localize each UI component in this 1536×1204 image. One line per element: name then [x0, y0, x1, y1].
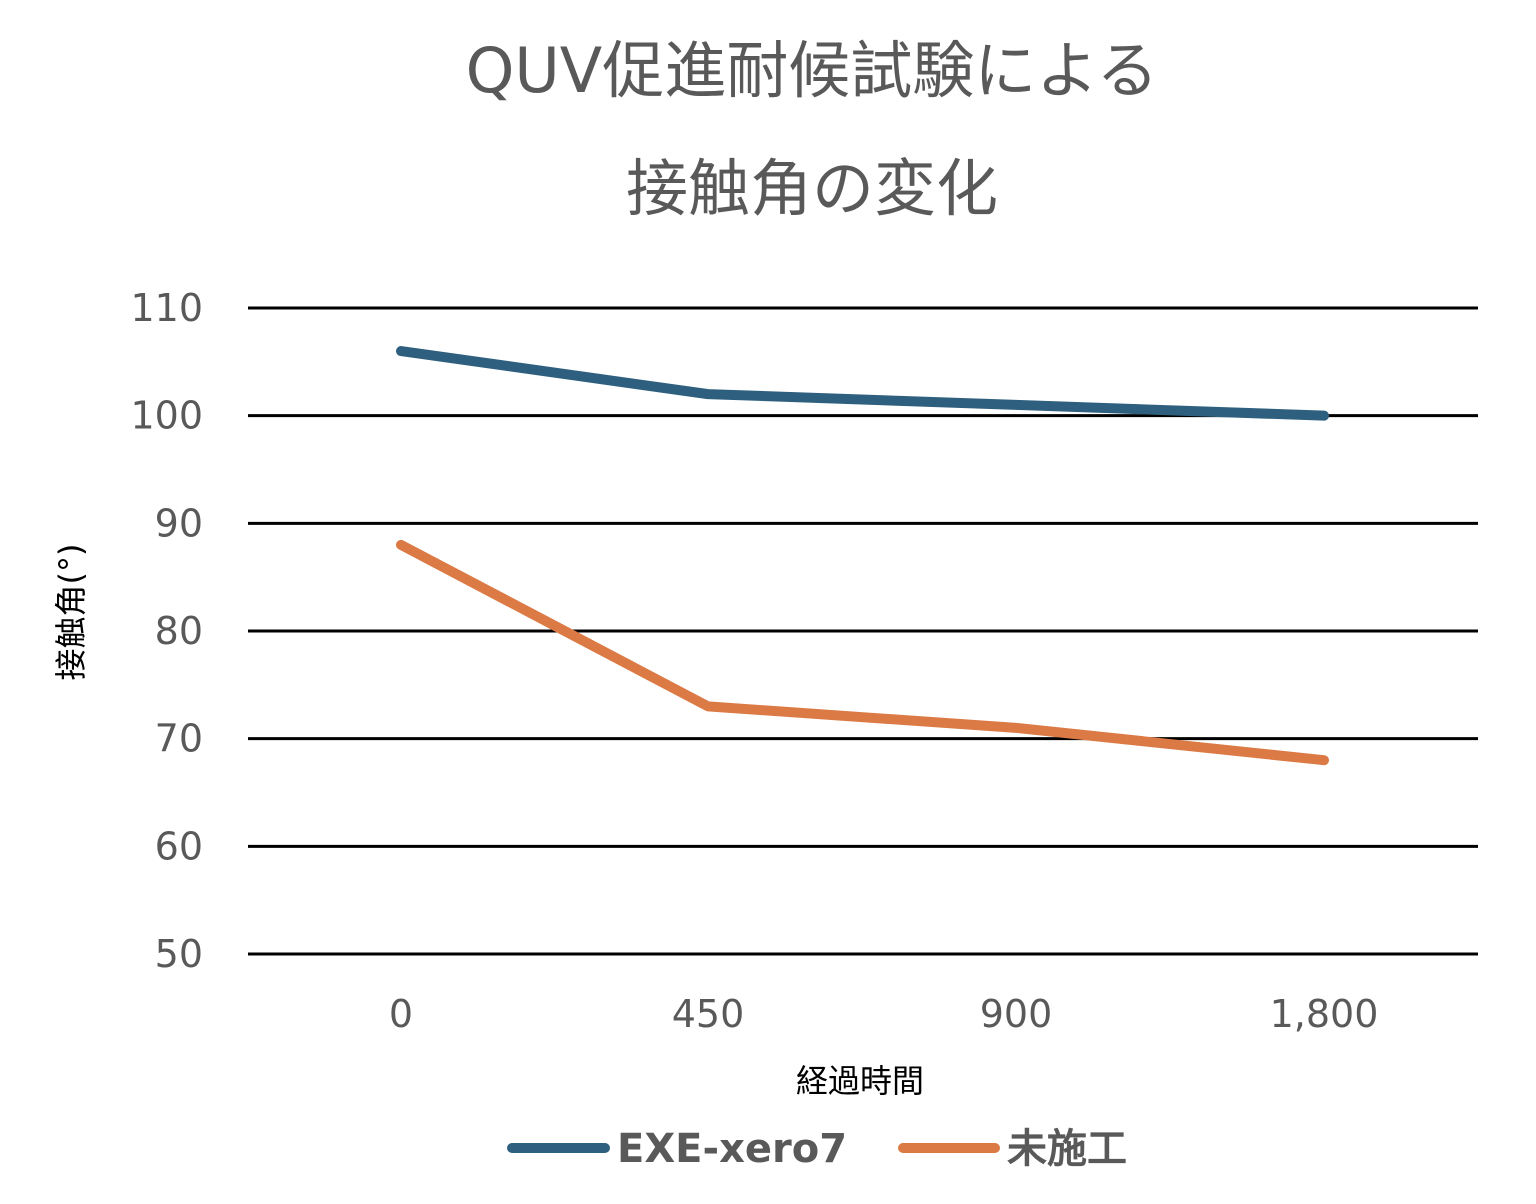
x-tick-label-1: 450 — [672, 992, 745, 1036]
y-axis-tick-labels: 50 60 70 80 90 100 110 — [130, 286, 203, 976]
y-tick-label-80: 80 — [155, 609, 203, 653]
x-axis-title: 経過時間 — [796, 1062, 924, 1100]
y-tick-label-110: 110 — [130, 286, 203, 330]
y-axis-title: 接触角(°) — [52, 544, 90, 681]
series-line-0 — [396, 346, 1329, 421]
series-line-1 — [396, 539, 1329, 766]
x-axis-tick-labels: 0 450 900 1,800 — [389, 992, 1378, 1036]
x-tick-label-3: 1,800 — [1270, 992, 1379, 1036]
chart-title-line-1: QUV促進耐候試験による — [466, 34, 1159, 107]
legend: EXE-xero7 未施工 — [507, 1126, 1127, 1172]
y-tick-label-70: 70 — [155, 717, 203, 761]
x-tick-label-0: 0 — [389, 992, 413, 1036]
chart-title-line-2: 接触角の変化 — [626, 152, 998, 225]
y-tick-label-60: 60 — [155, 824, 203, 868]
series-lines — [396, 346, 1329, 766]
legend-label-0: EXE-xero7 — [617, 1126, 847, 1172]
legend-label-1: 未施工 — [1007, 1126, 1127, 1172]
gridlines — [248, 306, 1478, 956]
y-tick-label-50: 50 — [155, 932, 203, 976]
y-tick-label-90: 90 — [155, 501, 203, 545]
x-tick-label-2: 900 — [980, 992, 1053, 1036]
y-tick-label-100: 100 — [130, 394, 203, 438]
